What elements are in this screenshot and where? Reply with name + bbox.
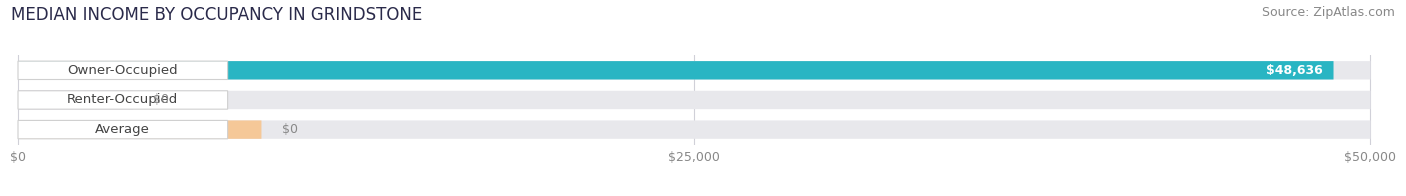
Text: Source: ZipAtlas.com: Source: ZipAtlas.com [1261, 6, 1395, 19]
FancyBboxPatch shape [18, 120, 262, 139]
Text: $0: $0 [281, 123, 298, 136]
FancyBboxPatch shape [18, 120, 1371, 139]
Text: $0: $0 [153, 93, 169, 106]
FancyBboxPatch shape [18, 91, 1371, 109]
FancyBboxPatch shape [18, 120, 228, 139]
Text: $48,636: $48,636 [1265, 64, 1323, 77]
FancyBboxPatch shape [18, 61, 1333, 80]
FancyBboxPatch shape [18, 91, 228, 109]
FancyBboxPatch shape [18, 61, 228, 80]
FancyBboxPatch shape [18, 91, 134, 109]
Text: Average: Average [96, 123, 150, 136]
Text: MEDIAN INCOME BY OCCUPANCY IN GRINDSTONE: MEDIAN INCOME BY OCCUPANCY IN GRINDSTONE [11, 6, 422, 24]
Text: Renter-Occupied: Renter-Occupied [67, 93, 179, 106]
Text: Owner-Occupied: Owner-Occupied [67, 64, 179, 77]
FancyBboxPatch shape [18, 61, 1371, 80]
